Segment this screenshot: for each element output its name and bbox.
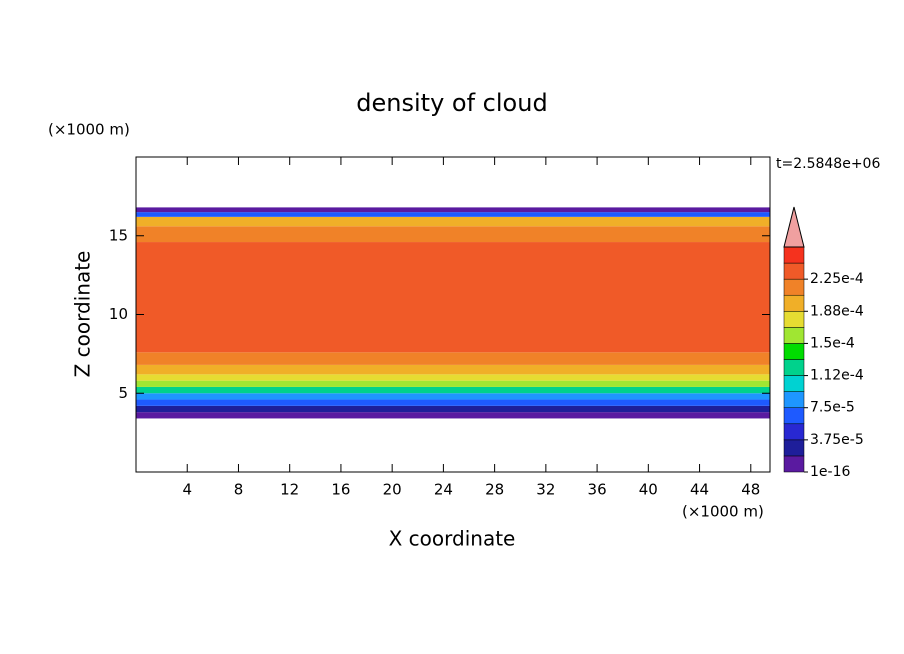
- contour-band: [136, 405, 770, 413]
- colorbar-band: [783, 375, 805, 392]
- contour-band: [136, 364, 770, 375]
- y-unit: (×1000 m): [48, 121, 130, 139]
- colorbar-band: [783, 343, 805, 360]
- colorbar-tick-label: 7.5e-5: [810, 400, 855, 416]
- contour-band: [136, 380, 770, 387]
- colorbar-band: [783, 246, 805, 264]
- x-tick-label: 44: [690, 481, 709, 499]
- contour-band: [136, 393, 770, 400]
- x-tick-label: 12: [280, 481, 299, 499]
- colorbar-band: [783, 311, 805, 328]
- colorbar-band: [783, 294, 805, 312]
- chart-title: density of cloud: [356, 89, 547, 117]
- contour-band: [136, 207, 770, 213]
- contour-band: [136, 242, 770, 353]
- contour-band: [136, 216, 770, 227]
- colorbar-band: [783, 407, 805, 425]
- colorbar-band: [783, 359, 805, 376]
- x-tick-label: 36: [588, 481, 607, 499]
- y-tick-label: 15: [109, 226, 128, 244]
- contour-band: [136, 352, 770, 365]
- x-tick-label: 32: [536, 481, 555, 499]
- contour-band: [136, 412, 770, 419]
- x-axis-label: X coordinate: [389, 527, 516, 551]
- contour-band: [136, 374, 770, 381]
- colorbar-tick-label: 3.75e-5: [810, 432, 864, 448]
- contour-band: [136, 226, 770, 243]
- x-tick-label: 24: [434, 481, 453, 499]
- colorbar-band: [783, 278, 805, 296]
- colorbar-tick-label: 1.88e-4: [810, 303, 864, 319]
- colorbar-band: [783, 391, 805, 408]
- x-tick-label: 28: [485, 481, 504, 499]
- y-axis-label: Z coordinate: [71, 251, 95, 378]
- y-tick-label: 10: [109, 305, 128, 323]
- colorbar-band: [783, 327, 805, 344]
- contour-band: [136, 399, 770, 406]
- colorbar-tick-label: 1.5e-4: [810, 335, 855, 351]
- colorbar-tick-label: 2.25e-4: [810, 271, 864, 287]
- colorbar-band: [783, 455, 805, 473]
- x-tick-label: 16: [331, 481, 350, 499]
- colorbar-band: [783, 439, 805, 457]
- colorbar-band: [783, 262, 805, 280]
- x-unit: (×1000 m): [682, 503, 764, 521]
- x-tick-label: 8: [234, 481, 244, 499]
- x-tick-label: 40: [639, 481, 658, 499]
- colorbar-tick-label: 1.12e-4: [810, 368, 864, 384]
- contour-band: [136, 386, 770, 394]
- x-tick-label: 48: [741, 481, 760, 499]
- colorbar-band: [783, 423, 805, 441]
- contour-band: [136, 212, 770, 217]
- colorbar-extension: [783, 206, 805, 248]
- x-tick-label: 4: [182, 481, 192, 499]
- x-tick-label: 20: [383, 481, 402, 499]
- y-tick-label: 5: [118, 384, 128, 402]
- time-label: t=2.5848e+06: [776, 156, 880, 172]
- colorbar-tick-label: 1e-16: [810, 464, 850, 480]
